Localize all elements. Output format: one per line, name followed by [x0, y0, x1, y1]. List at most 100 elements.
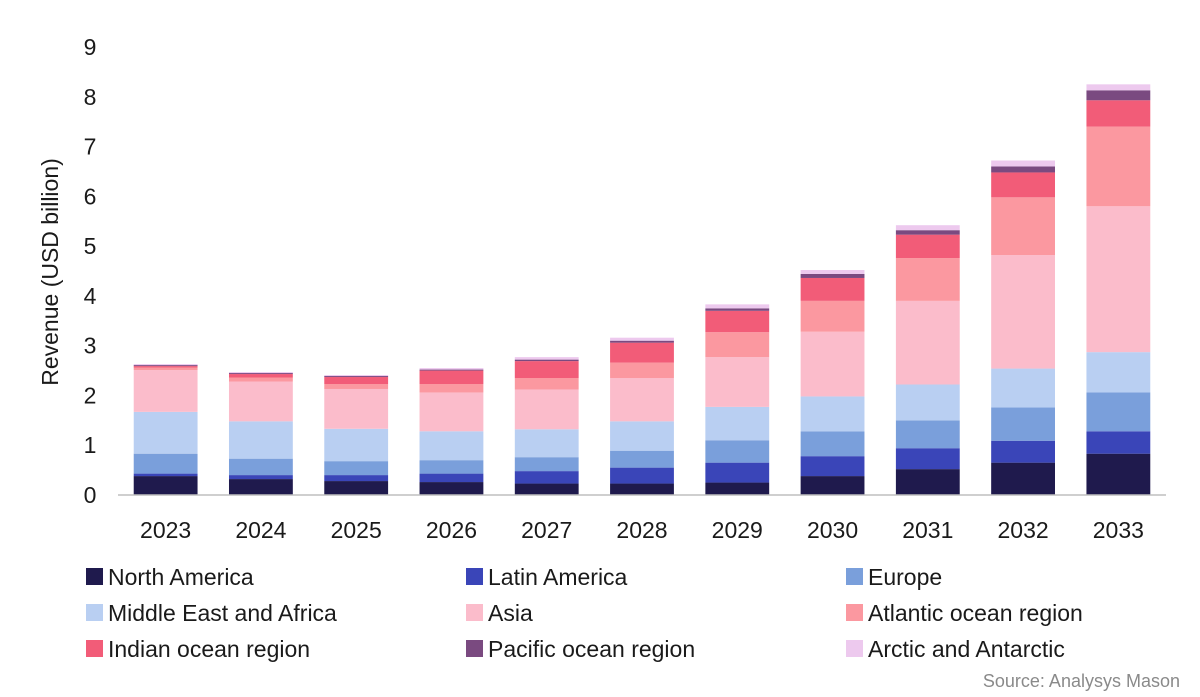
- legend-label-middle-east-and-africa: Middle East and Africa: [108, 600, 337, 626]
- bar-segment-2028-pacific-ocean-region: [610, 340, 674, 343]
- y-tick-2: 2: [84, 382, 97, 408]
- bar-segment-2024-arctic-and-antarctic: [228, 372, 293, 374]
- x-tick-2029: 2029: [712, 517, 763, 543]
- bar-segment-2026-north-america: [419, 482, 484, 495]
- bar-segment-2023-asia: [133, 370, 198, 412]
- legend-label-asia: Asia: [488, 600, 533, 626]
- bar-segment-2026-asia: [419, 392, 484, 432]
- bar-segment-2026-indian-ocean-region: [419, 370, 484, 384]
- bar-segment-2026-atlantic-ocean-region: [419, 384, 484, 393]
- bar-segment-2033-indian-ocean-region: [1086, 100, 1151, 127]
- bar-segment-2027-latin-america: [514, 471, 579, 484]
- legend-swatch-north-america: [86, 568, 103, 585]
- bar-segment-2025-europe: [324, 461, 389, 476]
- bar-segment-2032-middle-east-and-africa: [991, 368, 1055, 408]
- legend-label-atlantic-ocean-region: Atlantic ocean region: [868, 600, 1083, 626]
- bar-segment-2027-north-america: [514, 483, 579, 495]
- bar-segment-2031-asia: [895, 300, 960, 385]
- legend-swatch-arctic-and-antarctic: [846, 640, 863, 657]
- bar-segment-2029-arctic-and-antarctic: [705, 304, 770, 309]
- legend-swatch-indian-ocean-region: [86, 640, 103, 657]
- legend-label-pacific-ocean-region: Pacific ocean region: [488, 636, 695, 662]
- bar-segment-2031-europe: [895, 420, 960, 449]
- bar-segment-2032-pacific-ocean-region: [991, 166, 1055, 173]
- bar-segment-2028-north-america: [610, 483, 674, 495]
- bar-segment-2032-latin-america: [991, 440, 1055, 463]
- bar-segment-2028-indian-ocean-region: [610, 342, 674, 363]
- bar-segment-2030-atlantic-ocean-region: [800, 300, 865, 332]
- bar-segment-2025-latin-america: [324, 475, 389, 482]
- legend-swatch-pacific-ocean-region: [466, 640, 483, 657]
- bar-segment-2026-middle-east-and-africa: [419, 431, 484, 461]
- bar-segment-2027-arctic-and-antarctic: [514, 357, 579, 360]
- bar-segment-2026-latin-america: [419, 473, 484, 483]
- bar-segment-2029-latin-america: [705, 462, 770, 483]
- bar-segment-2028-middle-east-and-africa: [610, 421, 674, 451]
- bar-segment-2032-indian-ocean-region: [991, 172, 1055, 198]
- bar-segment-2024-europe: [228, 458, 293, 476]
- bar-segment-2031-arctic-and-antarctic: [895, 225, 960, 231]
- y-tick-0: 0: [84, 482, 97, 508]
- bar-segment-2029-asia: [705, 357, 770, 407]
- legend-swatch-latin-america: [466, 568, 483, 585]
- bar-segment-2033-asia: [1086, 206, 1151, 353]
- legend-swatch-asia: [466, 604, 483, 621]
- bar-segment-2033-middle-east-and-africa: [1086, 352, 1151, 393]
- bar-segment-2027-middle-east-and-africa: [514, 429, 579, 458]
- bar-segment-2031-atlantic-ocean-region: [895, 258, 960, 301]
- bar-segment-2031-indian-ocean-region: [895, 234, 960, 259]
- bar-segment-2033-atlantic-ocean-region: [1086, 126, 1151, 207]
- x-tick-2026: 2026: [426, 517, 477, 543]
- bar-segment-2032-europe: [991, 407, 1055, 441]
- y-tick-3: 3: [84, 333, 97, 359]
- y-tick-5: 5: [84, 233, 97, 259]
- bar-segment-2023-middle-east-and-africa: [133, 411, 198, 454]
- y-tick-9: 9: [84, 34, 97, 60]
- legend-swatch-middle-east-and-africa: [86, 604, 103, 621]
- bar-segment-2025-asia: [324, 388, 389, 429]
- bar-segment-2027-indian-ocean-region: [514, 361, 579, 379]
- bar-segment-2033-pacific-ocean-region: [1086, 90, 1151, 101]
- x-axis-ticks: 2023 2024 2025 2026 2027 2028 2029 2030 2031 2032…: [140, 517, 1144, 543]
- legend: North America Latin America Europe Middle E…: [86, 564, 1083, 662]
- bar-segment-2025-arctic-and-antarctic: [324, 375, 389, 377]
- bar-segment-2027-atlantic-ocean-region: [514, 378, 579, 390]
- bar-segment-2028-latin-america: [610, 467, 674, 484]
- x-tick-2030: 2030: [807, 517, 858, 543]
- bar-segment-2030-indian-ocean-region: [800, 277, 865, 301]
- bar-segment-2029-atlantic-ocean-region: [705, 332, 770, 358]
- legend-label-indian-ocean-region: Indian ocean region: [108, 636, 310, 662]
- bar-segment-2023-indian-ocean-region: [133, 366, 198, 368]
- bar-segment-2027-pacific-ocean-region: [514, 359, 579, 362]
- bar-segment-2028-europe: [610, 450, 674, 468]
- bar-segment-2026-europe: [419, 460, 484, 474]
- bar-segment-2032-arctic-and-antarctic: [991, 160, 1055, 167]
- bar-segment-2032-atlantic-ocean-region: [991, 197, 1055, 256]
- legend-label-arctic-and-antarctic: Arctic and Antarctic: [868, 636, 1065, 662]
- y-tick-1: 1: [84, 432, 97, 458]
- bar-segment-2030-europe: [800, 431, 865, 457]
- y-tick-8: 8: [84, 84, 97, 110]
- bar-segment-2023-latin-america: [133, 473, 198, 477]
- bar-segment-2033-europe: [1086, 392, 1151, 432]
- bar-segment-2029-north-america: [705, 482, 770, 495]
- bar-segment-2028-atlantic-ocean-region: [610, 362, 674, 379]
- bar-segment-2025-atlantic-ocean-region: [324, 384, 389, 389]
- bar-segment-2025-indian-ocean-region: [324, 377, 389, 384]
- bar-segment-2030-arctic-and-antarctic: [800, 270, 865, 274]
- bar-segment-2030-latin-america: [800, 456, 865, 477]
- x-tick-2031: 2031: [902, 517, 953, 543]
- bar-segment-2030-pacific-ocean-region: [800, 273, 865, 278]
- bar-segment-2023-atlantic-ocean-region: [133, 367, 198, 371]
- bar-segment-2024-asia: [228, 381, 293, 422]
- y-tick-7: 7: [84, 134, 97, 160]
- y-axis-label: Revenue (USD billion): [37, 158, 63, 386]
- bar-segment-2025-north-america: [324, 481, 389, 495]
- bar-segment-2033-arctic-and-antarctic: [1086, 84, 1151, 91]
- bar-segment-2029-europe: [705, 440, 770, 463]
- bar-segment-2029-pacific-ocean-region: [705, 308, 770, 311]
- bars-layer: [133, 84, 1151, 495]
- legend-label-latin-america: Latin America: [488, 564, 628, 590]
- bar-segment-2024-indian-ocean-region: [228, 374, 293, 378]
